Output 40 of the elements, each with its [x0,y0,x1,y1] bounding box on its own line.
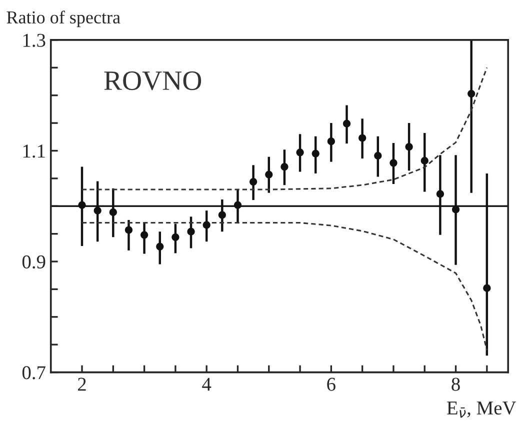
y-tick-label: 1.1 [23,144,45,158]
point [140,231,148,239]
x-tick-label: 8 [452,378,460,391]
x-tick-label: 4 [202,378,212,391]
y-tick-label: 1.3 [23,34,46,47]
point [265,170,273,178]
point [327,138,335,146]
point [78,201,86,209]
point [405,143,413,151]
point [280,162,288,171]
line-series [81,222,488,351]
point [468,90,476,98]
point [312,150,320,158]
point [452,206,460,214]
point [218,211,226,219]
point [94,206,102,214]
point [296,148,304,156]
annotation: ROVNO [104,71,202,90]
point [483,284,491,292]
y-tick-label: 0.9 [22,255,46,269]
y-axis-title: Ratio of spectra [6,10,120,28]
point [156,242,164,250]
point [342,120,351,128]
point [124,226,133,234]
line-series [81,66,488,190]
point [250,178,258,186]
x-axis-title: E$_{ν̄}$, MeV [446,402,516,418]
point [187,228,195,236]
point [390,159,398,167]
point [436,190,444,198]
point [172,233,180,241]
x-tick-label: 2 [78,378,86,391]
point [234,201,242,209]
point [358,134,366,142]
point [202,221,210,229]
y-tick-label: 0.7 [22,366,46,380]
point [109,208,117,216]
point [420,156,428,165]
point [374,152,382,160]
x-tick-label: 6 [327,378,336,391]
